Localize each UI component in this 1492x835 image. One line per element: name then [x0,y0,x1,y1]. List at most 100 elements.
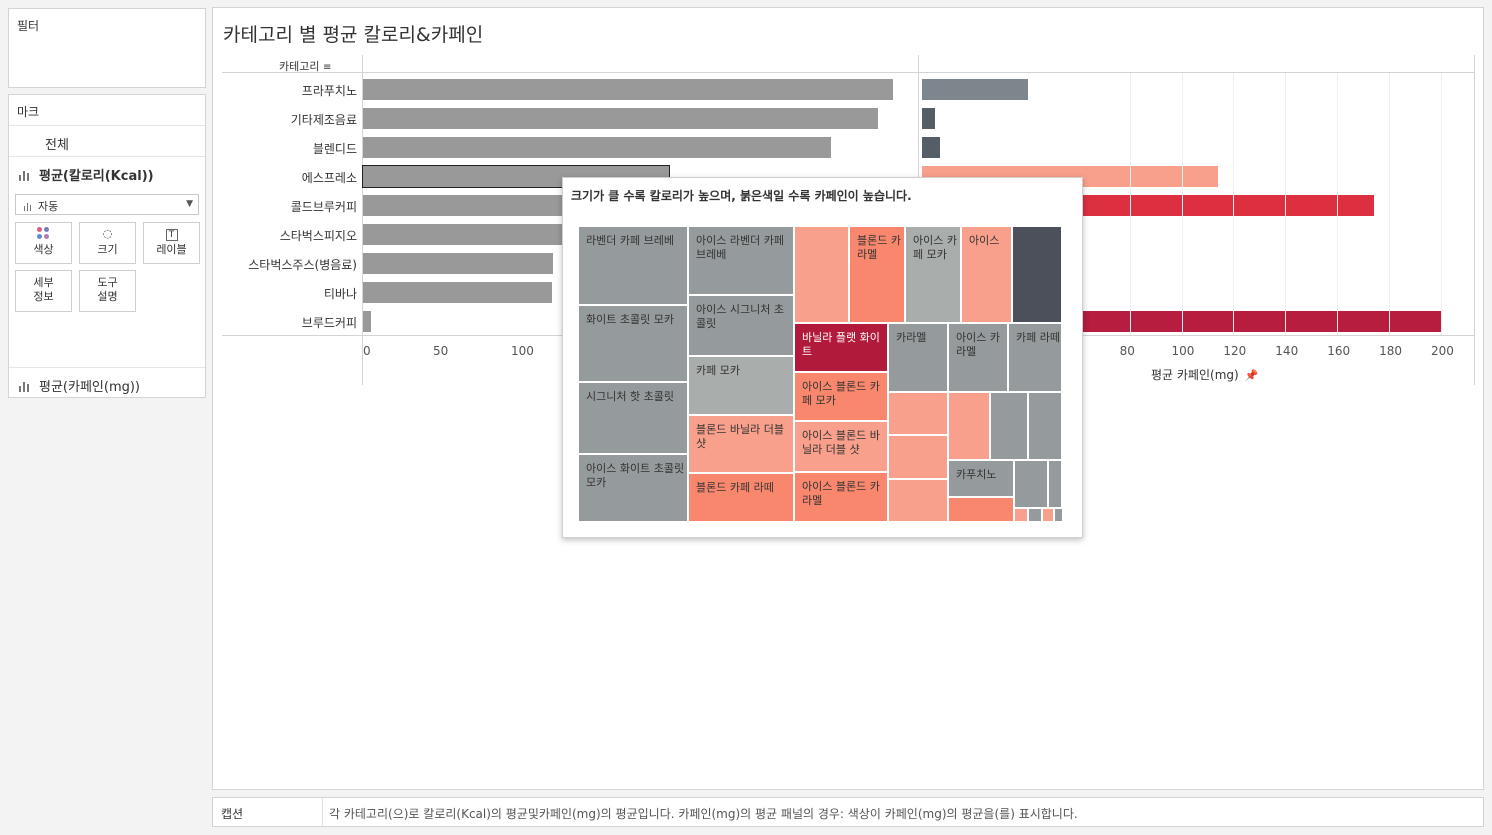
treemap-cell[interactable] [888,435,948,479]
calorie-bar[interactable] [363,195,621,216]
x-tick-label: 120 [1223,344,1247,358]
calorie-bar[interactable] [363,224,613,245]
tooltip-button[interactable]: 도구 설명 [79,270,136,312]
category-label[interactable]: 스타벅스피지오 [279,229,357,243]
treemap-cell[interactable]: 카페 라떼 [1008,323,1062,392]
treemap-cell-label: 아이스 블론드 바닐라 더블 샷 [802,429,880,456]
treemap-cell[interactable] [1028,392,1062,460]
treemap-cell[interactable]: 블론드 바닐라 더블 샷 [688,415,794,473]
marks-title: 마크 [17,105,40,119]
category-label[interactable]: 기타제조음료 [290,113,357,127]
header-divider [222,72,1474,73]
treemap-cell[interactable]: 아이스 라벤더 카페 브레베 [688,226,794,295]
treemap-cell-label: 블론드 바닐라 더블 샷 [696,423,784,450]
detail-button[interactable]: 세부 정보 [15,270,72,312]
gridline [1285,73,1287,335]
treemap-cell[interactable]: 아이스 카라멜 [948,323,1008,392]
scrollbar[interactable] [1475,54,1483,94]
treemap-cell-label: 화이트 초콜릿 모카 [586,313,674,326]
category-header[interactable]: 카테고리 ≡ [279,58,331,74]
treemap-cell-label: 바닐라 플랫 화이트 [802,331,880,358]
marks-tab-calorie[interactable]: 평균(칼로리(Kcal)) [9,156,205,187]
treemap-cell-label: 라벤더 카페 브레베 [586,234,674,247]
treemap-cell-label: 아이스 블론드 카페 모카 [802,380,880,407]
category-label[interactable]: 스타벅스주스(병음료) [248,258,357,272]
category-label[interactable]: 콜드브루커피 [290,200,357,214]
treemap-cell[interactable]: 아이스 블론드 카라멜 [794,472,888,522]
treemap-cell[interactable]: 아이스 화이트 초콜릿 모카 [578,454,688,522]
calorie-bar[interactable] [363,282,552,303]
treemap-cell[interactable] [1054,508,1063,522]
treemap-cell[interactable] [990,392,1028,460]
caption-text: 각 카테고리(으)로 칼로리(Kcal)의 평균및카페인(mg)의 평균입니다.… [329,807,1078,821]
treemap-cell[interactable] [1048,460,1062,508]
treemap-cell[interactable] [1014,508,1028,522]
caffeine-bar[interactable] [922,137,941,158]
tooltip-title: 크기가 클 수록 칼로리가 높으며, 붉은색일 수록 카페인이 높습니다. [571,189,912,203]
calorie-bar[interactable] [363,108,878,129]
category-label[interactable]: 프라푸치노 [301,84,357,98]
gridline [1337,73,1339,335]
treemap-cell[interactable]: 아이스 블론드 카페 모카 [794,372,888,421]
mark-type-dropdown[interactable]: 자동 ▼ [15,194,199,215]
treemap-cell[interactable] [1012,226,1062,323]
treemap-cell[interactable] [948,392,990,460]
treemap-cell[interactable]: 블론드 카페 라떼 [688,473,794,522]
color-dots-icon [16,223,71,241]
treemap-cell[interactable] [888,392,948,435]
x-axis-title[interactable]: 평균 카페인(mg) 📌 [1151,366,1258,383]
marks-tab-all[interactable]: 전체 [9,125,205,156]
bar-chart-icon [24,203,34,211]
treemap-cell-label: 아이스 카페 모카 [913,234,957,261]
gridline [1389,73,1391,335]
size-button[interactable]: ◌ 크기 [79,222,136,264]
treemap-cell[interactable]: 카라멜 [888,323,948,392]
color-button[interactable]: 색상 [15,222,72,264]
gridline [1129,73,1131,335]
treemap-cell-label: 블론드 카페 라떼 [696,481,774,494]
calorie-bar[interactable] [363,137,831,158]
treemap-cell[interactable]: 라벤더 카페 브레베 [578,226,688,305]
treemap-cell[interactable]: 아이스 시그니처 초콜릿 [688,295,794,356]
treemap-cell[interactable]: 화이트 초콜릿 모카 [578,305,688,382]
x-tick-label: 100 [1171,344,1195,358]
treemap-cell[interactable] [948,497,1014,522]
color-button-label: 색상 [33,243,54,256]
category-label[interactable]: 에스프레소 [301,171,357,185]
treemap-cell[interactable]: 아이스 블론드 바닐라 더블 샷 [794,421,888,472]
treemap-cell[interactable] [1028,508,1042,522]
marks-tab-caffeine[interactable]: 평균(카페인(mg)) [9,367,205,398]
treemap-cell[interactable]: 카페 모카 [688,356,794,415]
caption-bar: 캡션 각 카테고리(으)로 칼로리(Kcal)의 평균및카페인(mg)의 평균입… [212,797,1484,827]
treemap-cell[interactable] [794,226,849,323]
treemap-cell[interactable] [1014,460,1048,508]
treemap-cell-label: 아이스 카라멜 [956,331,1000,358]
category-header-label: 카테고리 [279,60,320,73]
sort-icon[interactable]: ≡ [322,62,332,73]
calorie-bar[interactable] [363,79,894,100]
gridline [1441,73,1442,335]
calorie-bar[interactable] [363,311,371,332]
calorie-bar[interactable] [363,253,554,274]
treemap-cell[interactable]: 블론드 카라멜 [849,226,905,323]
treemap-cell[interactable] [1042,508,1054,522]
left-pane-divider [362,55,363,385]
treemap-cell[interactable]: 아이스 카페 모카 [905,226,961,323]
category-label[interactable]: 브루드커피 [301,316,357,330]
treemap-cell[interactable]: 바닐라 플랫 화이트 [794,323,888,372]
caffeine-bar[interactable] [922,79,1029,100]
filters-shelf[interactable]: 필터 [8,8,206,88]
label-button[interactable]: T 레이블 [143,222,200,264]
pin-icon[interactable]: 📌 [1244,369,1259,382]
label-button-label: 레이블 [156,243,187,256]
treemap-cell[interactable]: 시그니처 핫 초콜릿 [578,382,688,454]
treemap-cell-label: 시그니처 핫 초콜릿 [586,390,674,403]
category-label[interactable]: 티바나 [323,287,357,301]
marks-card: 마크 전체 평균(칼로리(Kcal)) 자동 ▼ 색상 ◌ 크기 T 레이블 세… [8,94,206,398]
treemap-cell[interactable]: 카푸치노 [948,460,1014,497]
caffeine-bar[interactable] [922,108,935,129]
category-label[interactable]: 블렌디드 [312,142,357,156]
treemap-cell[interactable] [888,479,948,522]
treemap-cell[interactable]: 아이스 [961,226,1012,323]
